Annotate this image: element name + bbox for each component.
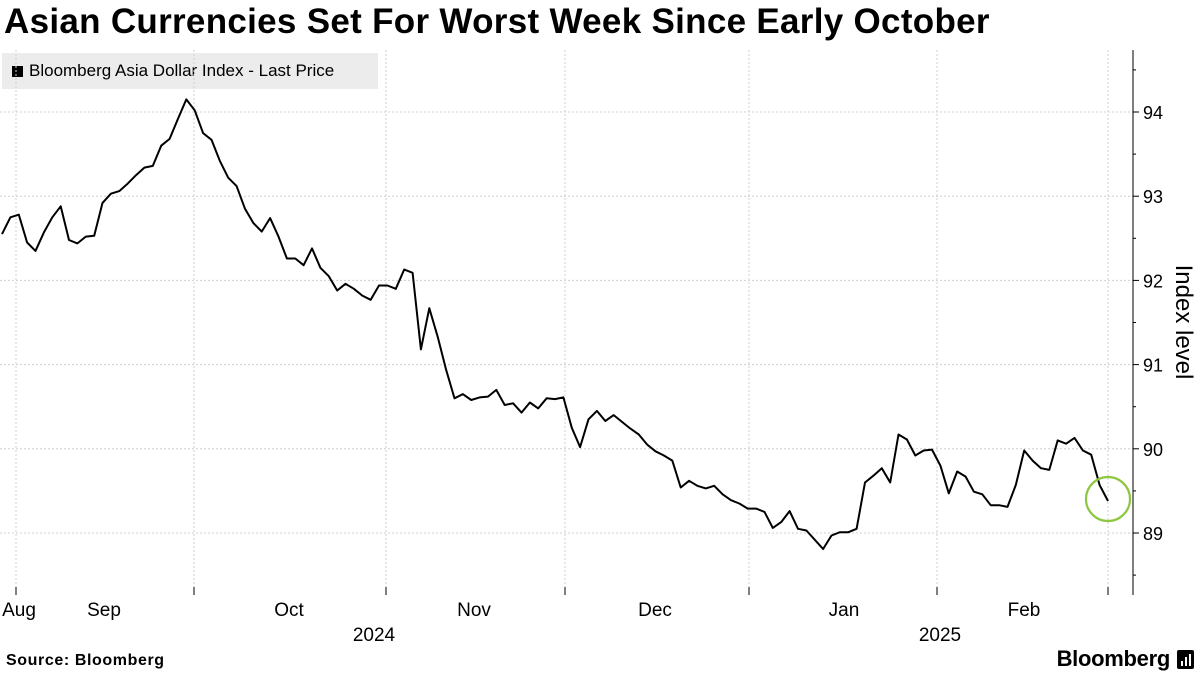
legend-label: Bloomberg Asia Dollar Index - Last Price — [29, 61, 335, 80]
legend: Bloomberg Asia Dollar Index - Last Price — [2, 53, 378, 89]
bloomberg-terminal-icon — [1177, 650, 1194, 669]
x-year-label: 2024 — [353, 625, 396, 646]
y-tick-label: 93 — [1143, 187, 1163, 207]
x-month-label: Dec — [638, 600, 672, 621]
y-axis-title: Index level — [1170, 265, 1197, 380]
legend-swatch — [12, 65, 23, 77]
series-line — [1, 98, 1109, 550]
x-month-label: Nov — [457, 600, 491, 621]
chart-title: Asian Currencies Set For Worst Week Sinc… — [4, 2, 990, 41]
y-tick-label: 92 — [1143, 271, 1163, 291]
y-tick-label: 91 — [1143, 356, 1163, 376]
x-month-label: Aug — [2, 600, 36, 621]
x-month-label: Jan — [829, 600, 860, 621]
y-tick-label: 90 — [1143, 440, 1163, 460]
source-note: Source: Bloomberg — [6, 652, 165, 669]
brand-logo-text: Bloomberg — [1056, 646, 1171, 671]
x-month-label: Feb — [1008, 600, 1041, 621]
x-month-label: Oct — [274, 600, 304, 621]
y-tick-label: 94 — [1143, 103, 1163, 123]
last-point-highlight-circle — [1084, 475, 1132, 523]
x-year-label: 2025 — [919, 625, 961, 646]
y-tick-label: 89 — [1143, 524, 1163, 544]
x-month-label: Sep — [87, 600, 121, 621]
